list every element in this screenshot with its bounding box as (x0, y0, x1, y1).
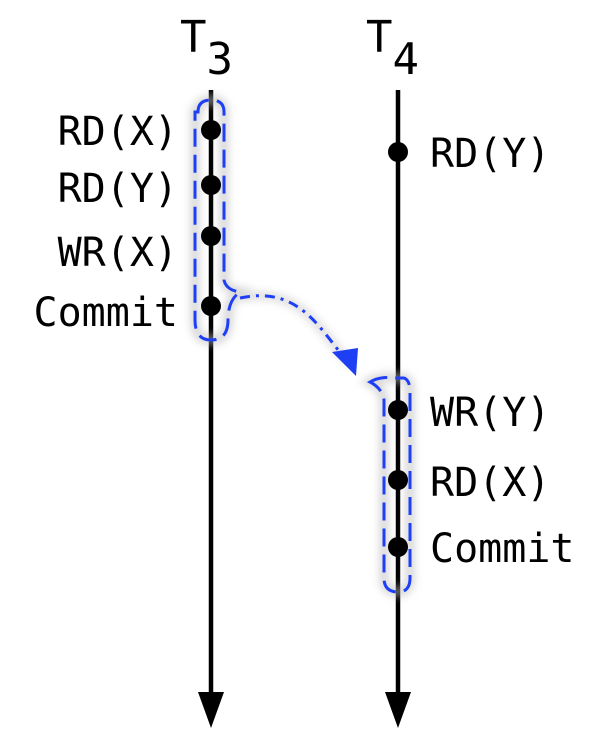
t3-op-dot-wr-x (201, 226, 221, 246)
t4-op-label: RD(Y) (430, 131, 550, 177)
t3-op-label: RD(X) (58, 109, 178, 155)
t4-timeline-arrowhead (385, 692, 411, 728)
t3-timeline-arrowhead (198, 692, 224, 728)
t4-op-label: WR(Y) (430, 390, 550, 436)
t3-op-dot-commit (201, 296, 221, 316)
t3-op-label: Commit (34, 290, 179, 336)
t4-title-subscript: 4 (393, 34, 420, 85)
t4-op-label: Commit (430, 526, 575, 572)
t4-op-label: RD(X) (430, 460, 550, 506)
t3-op-label: RD(Y) (58, 166, 178, 212)
t4-group-outline (359, 372, 415, 598)
t4-op-dot-commit (388, 537, 408, 557)
t3-title: T3 (180, 12, 233, 85)
t3-title-name: T (180, 12, 207, 63)
t3-group-outline (190, 94, 254, 346)
t4-title-name: T (366, 12, 393, 63)
dependency-arrowhead (332, 348, 358, 376)
t3-title-subscript: 3 (207, 34, 234, 85)
t4-op-dot-rd-x (388, 470, 408, 490)
t3-op-dot-rd-x (201, 120, 221, 140)
t3-op-label: WR(X) (58, 230, 178, 276)
t3-op-dot-rd-y (201, 175, 221, 195)
t4-title: T4 (366, 12, 419, 85)
t4-op-dot-rd-y (388, 142, 408, 162)
t4-op-dot-wr-y (388, 400, 408, 420)
dependency-arrow (239, 291, 358, 376)
